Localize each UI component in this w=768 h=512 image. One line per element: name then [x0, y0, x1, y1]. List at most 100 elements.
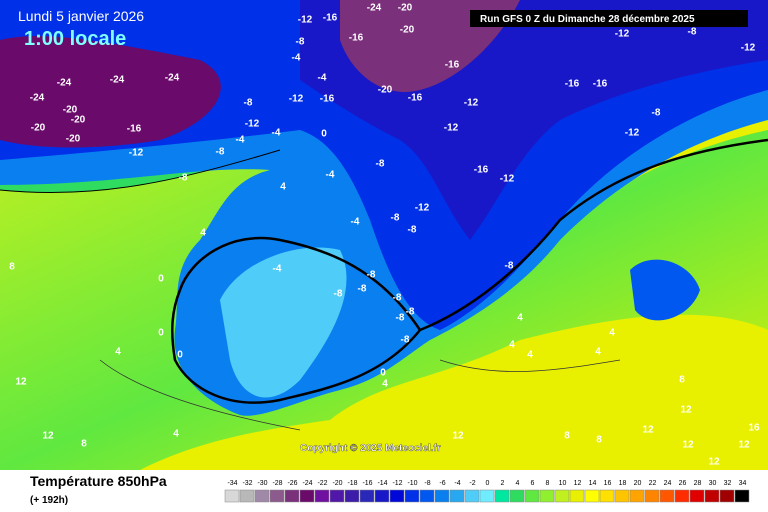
scale-swatch [314, 489, 330, 503]
contour-label: -24 [110, 75, 125, 86]
scale-label: 24 [664, 480, 672, 487]
contour-label: -4 [236, 135, 245, 146]
contour-label: -16 [323, 13, 338, 24]
scale-swatch [554, 489, 570, 503]
contour-label: -12 [289, 94, 304, 105]
scale-swatch [239, 489, 255, 503]
scale-swatch [284, 489, 300, 503]
scale-label: -10 [407, 480, 417, 487]
contour-label: 8 [596, 435, 602, 446]
contour-label: -16 [127, 124, 142, 135]
contour-label: 12 [15, 377, 27, 388]
scale-label: 22 [649, 480, 657, 487]
scale-label: 4 [516, 480, 520, 487]
contour-label: -16 [474, 165, 489, 176]
scale-swatch [734, 489, 750, 503]
contour-label: -8 [505, 261, 514, 272]
map-background [0, 0, 768, 470]
contour-label: -16 [565, 79, 580, 90]
scale-label: -18 [347, 480, 357, 487]
contour-label: -8 [401, 335, 410, 346]
copyright: Copyright © 2025 Meteociel.fr [300, 443, 441, 454]
run-box [470, 10, 748, 27]
scale-label: -16 [362, 480, 372, 487]
forecast-date: Lundi 5 janvier 2026 [18, 8, 144, 24]
contour-label: -12 [415, 203, 430, 214]
scale-swatch [299, 489, 315, 503]
contour-label: -20 [31, 123, 46, 134]
contour-label: 12 [708, 457, 720, 468]
scale-label: 16 [604, 480, 612, 487]
contour-label: -8 [688, 27, 697, 38]
scale-swatch [674, 489, 690, 503]
contour-label: -8 [393, 293, 402, 304]
scale-swatch [539, 489, 555, 503]
contour-label: 4 [509, 340, 515, 351]
contour-label: -16 [349, 33, 364, 44]
contour-label: -8 [334, 289, 343, 300]
scale-label: -28 [272, 480, 282, 487]
contour-label: -24 [30, 93, 45, 104]
contour-label: -24 [165, 73, 180, 84]
contour-label: -16 [593, 79, 608, 90]
scale-swatch [659, 489, 675, 503]
contour-label: -12 [245, 119, 260, 130]
contour-label: 0 [158, 328, 164, 339]
contour-label: 8 [564, 431, 570, 442]
contour-label: -12 [625, 128, 640, 139]
scale-swatch [329, 489, 345, 503]
scale-swatch [269, 489, 285, 503]
scale-swatch [464, 489, 480, 503]
run-info: Run GFS 0 Z du Dimanche 28 décembre 2025 [480, 14, 695, 25]
contour-label: 4 [115, 347, 121, 358]
contour-label: 0 [380, 368, 386, 379]
contour-label: 4 [527, 350, 533, 361]
scale-swatch [509, 489, 525, 503]
contour-label: 4 [609, 328, 615, 339]
contour-label: -20 [71, 115, 86, 126]
contour-label: -8 [396, 313, 405, 324]
scale-label: -34 [227, 480, 237, 487]
scale-swatch [404, 489, 420, 503]
contour-label: -12 [500, 174, 515, 185]
scale-swatch [629, 489, 645, 503]
scale-label: 8 [546, 480, 550, 487]
contour-label: -8 [376, 159, 385, 170]
contour-label: -8 [244, 98, 253, 109]
scale-swatch [344, 489, 360, 503]
contour-label: -20 [63, 105, 78, 116]
scale-label: -24 [302, 480, 312, 487]
scale-label: 10 [559, 480, 567, 487]
scale-label: 32 [724, 480, 732, 487]
scale-label: 20 [634, 480, 642, 487]
scale-label: -22 [317, 480, 327, 487]
contour-label: -4 [272, 128, 281, 139]
scale-label: -26 [287, 480, 297, 487]
scale-label: -14 [377, 480, 387, 487]
footer-lead: (+ 192h) [30, 495, 68, 506]
scale-label: -4 [454, 480, 460, 487]
scale-swatch [524, 489, 540, 503]
contour-label: -4 [326, 170, 335, 181]
contour-label: 12 [682, 440, 694, 451]
contour-label: 16 [748, 423, 760, 434]
scale-swatch [479, 489, 495, 503]
contour-label: -16 [320, 94, 335, 105]
scale-swatch [224, 489, 240, 503]
contour-label: -20 [378, 85, 393, 96]
contour-label: 4 [200, 228, 206, 239]
scale-label: 14 [589, 480, 597, 487]
scale-swatch [614, 489, 630, 503]
contour-label: 12 [680, 405, 692, 416]
contour-label: -12 [464, 98, 479, 109]
contour-label: -4 [351, 217, 360, 228]
forecast-time: 1:00 locale [24, 28, 126, 50]
scale-swatch [569, 489, 585, 503]
contour-label: 12 [738, 440, 750, 451]
contour-label: 4 [595, 347, 601, 358]
contour-label: -4 [318, 73, 327, 84]
contour-label: -12 [298, 15, 313, 26]
contour-label: -4 [273, 264, 282, 275]
scale-label: -20 [332, 480, 342, 487]
contour-label: -24 [367, 3, 382, 14]
